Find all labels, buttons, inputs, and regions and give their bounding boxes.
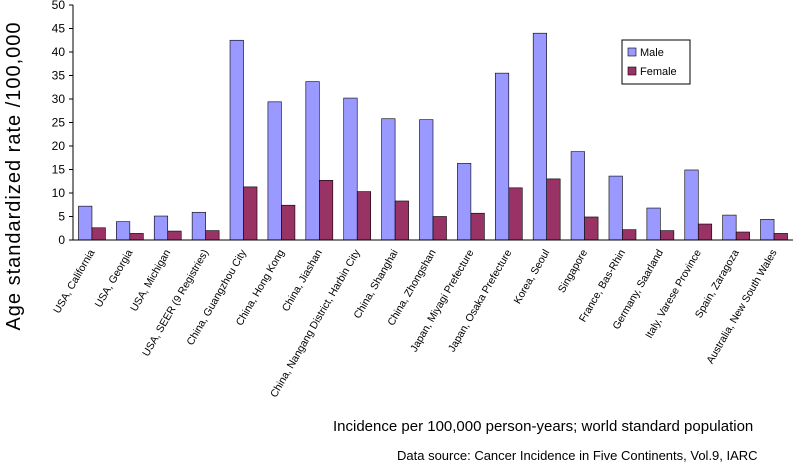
bar-female [508, 187, 523, 241]
data-source-note: Data source: Cancer Incidence in Five Co… [397, 448, 758, 463]
legend-swatch-female [627, 66, 637, 76]
x-tick-label: USA, California [51, 247, 97, 315]
y-axis-label: Age standardized rate /100,000 [3, 21, 25, 330]
incidence-note: Incidence per 100,000 person-years; worl… [333, 418, 754, 435]
bar-female [129, 233, 144, 241]
y-tick-label: 30 [52, 92, 66, 106]
y-tick-label: 45 [52, 22, 66, 36]
bar-female [773, 233, 788, 241]
y-tick-label: 15 [52, 163, 66, 177]
x-tick-label: Korea, Seoul [512, 248, 553, 307]
bar-male [229, 39, 244, 241]
x-tick-label: China, Jiashan [280, 247, 325, 313]
bar-female [697, 223, 713, 241]
bar-male [153, 215, 169, 241]
y-tick-label: 5 [58, 210, 65, 224]
bar-female [319, 180, 334, 241]
bar-male [494, 72, 510, 241]
bar-male [722, 214, 737, 241]
bar-female [432, 216, 447, 241]
bar-male [532, 32, 547, 241]
bar-female [622, 229, 637, 241]
legend-box [621, 39, 691, 85]
bar-male [381, 118, 396, 241]
bar-female [546, 178, 561, 241]
y-tick-label: 35 [52, 69, 66, 83]
bar-male [78, 205, 93, 241]
bar-female [470, 212, 485, 241]
bar-male [608, 175, 623, 241]
bar-female [205, 230, 220, 241]
x-tick-label: USA, SEER (9 Registries) [140, 248, 211, 359]
bar-female [584, 216, 599, 241]
x-tick-label: Singapore [556, 247, 590, 295]
bar-male [267, 101, 282, 241]
bar-male [305, 81, 320, 241]
bar-male [760, 219, 775, 241]
y-tick-label: 0 [58, 233, 65, 247]
y-tick-label: 10 [52, 186, 66, 200]
y-tick-label: 40 [52, 45, 66, 59]
x-tick-label: China, Nangang District, Harbin City [268, 247, 363, 400]
x-tick-label: Australia, New South Wales [704, 248, 779, 366]
bar-male [116, 221, 131, 241]
bar-female [735, 231, 750, 241]
bar-female [660, 230, 675, 241]
bar-male [684, 169, 699, 241]
x-tick-label: USA, Michigan [128, 247, 173, 313]
legend-label-female: Female [640, 66, 677, 78]
bar-female [243, 186, 258, 241]
legend: Male Female [621, 39, 691, 85]
bar-male [646, 207, 661, 241]
y-axis: 0 5 10 15 20 25 30 35 40 45 50 [52, 0, 74, 247]
bar-female [356, 191, 372, 241]
y-tick-label: 20 [52, 139, 66, 153]
legend-swatch-male [627, 47, 637, 57]
bar-female [394, 200, 409, 241]
bar-male [570, 151, 585, 241]
bar-female [167, 230, 182, 241]
y-tick-label: 50 [52, 0, 66, 12]
legend-label-male: Male [640, 47, 664, 59]
bar-male [419, 119, 434, 241]
bars [78, 32, 788, 241]
bar-female [281, 204, 296, 241]
bar-female [91, 227, 106, 241]
y-tick-label: 25 [52, 116, 66, 130]
bar-male [457, 163, 472, 241]
bar-male [343, 97, 358, 241]
bar-male [191, 211, 206, 241]
x-tick-label: USA, Georgia [93, 247, 136, 309]
